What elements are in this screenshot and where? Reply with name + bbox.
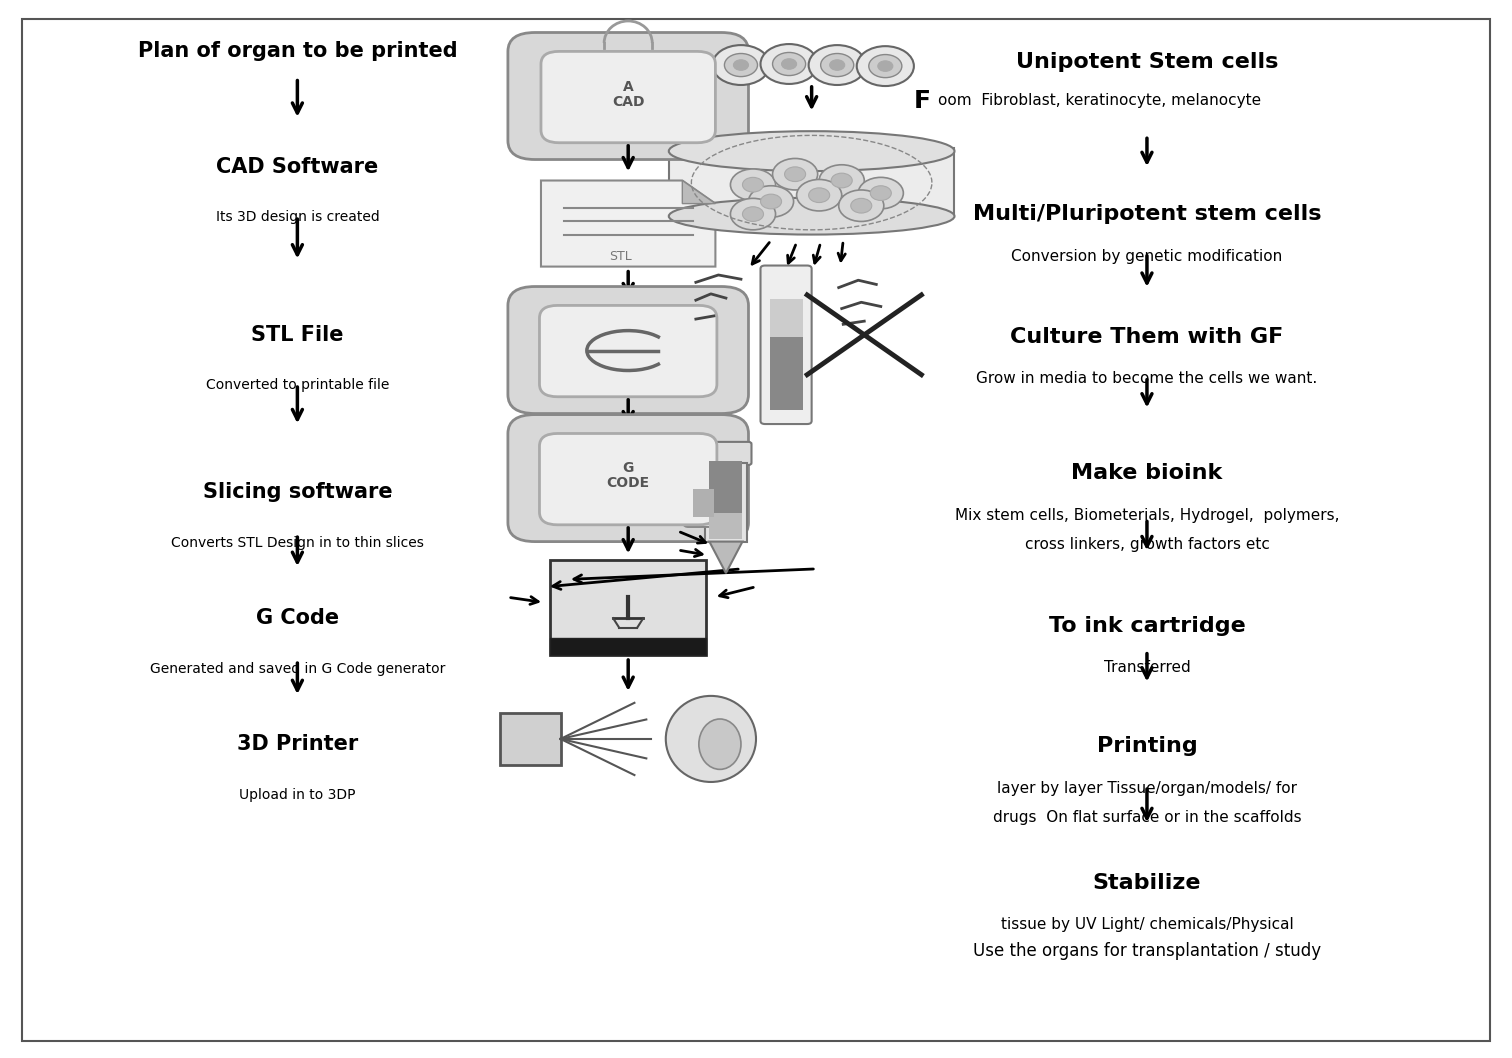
Text: Culture Them with GF: Culture Them with GF (1010, 327, 1284, 347)
Circle shape (821, 54, 854, 76)
FancyBboxPatch shape (709, 513, 742, 540)
Circle shape (878, 61, 892, 71)
Text: Use the organs for transplantation / study: Use the organs for transplantation / stu… (972, 942, 1321, 960)
Circle shape (820, 165, 865, 196)
Circle shape (730, 169, 776, 200)
Text: A
CAD: A CAD (612, 80, 644, 109)
Circle shape (809, 45, 866, 85)
Circle shape (851, 198, 872, 213)
FancyBboxPatch shape (540, 306, 717, 397)
Text: Slicing software: Slicing software (203, 482, 392, 503)
Circle shape (773, 159, 818, 190)
Circle shape (832, 174, 853, 188)
Circle shape (712, 45, 770, 85)
Circle shape (748, 186, 794, 217)
Text: Stabilize: Stabilize (1093, 873, 1201, 893)
FancyBboxPatch shape (709, 461, 742, 518)
FancyBboxPatch shape (705, 462, 747, 542)
Circle shape (773, 53, 806, 75)
Text: STL: STL (609, 250, 632, 262)
Circle shape (809, 188, 830, 202)
Text: Mix stem cells, Biometerials, Hydrogel,  polymers,: Mix stem cells, Biometerials, Hydrogel, … (954, 508, 1340, 523)
Circle shape (733, 60, 748, 70)
Circle shape (742, 206, 764, 221)
FancyBboxPatch shape (500, 713, 561, 765)
FancyBboxPatch shape (770, 327, 803, 411)
Text: Grow in media to become the cells we want.: Grow in media to become the cells we wan… (977, 371, 1317, 386)
Text: Plan of organ to be printed: Plan of organ to be printed (138, 41, 457, 61)
Circle shape (857, 47, 913, 86)
Circle shape (797, 180, 842, 211)
Circle shape (869, 55, 901, 77)
Text: Transferred: Transferred (1104, 660, 1190, 675)
Circle shape (730, 198, 776, 230)
Circle shape (782, 59, 797, 69)
Text: Converts STL Design in to thin slices: Converts STL Design in to thin slices (171, 535, 423, 550)
Circle shape (830, 60, 845, 70)
Text: To ink cartridge: To ink cartridge (1049, 616, 1246, 636)
Text: F: F (913, 89, 931, 113)
Text: Make bioink: Make bioink (1072, 463, 1223, 484)
Circle shape (839, 190, 885, 221)
Text: G
CODE: G CODE (606, 461, 650, 490)
Circle shape (859, 178, 903, 208)
FancyBboxPatch shape (508, 33, 748, 160)
FancyBboxPatch shape (761, 266, 812, 424)
Ellipse shape (699, 719, 741, 769)
Polygon shape (682, 181, 715, 203)
FancyBboxPatch shape (700, 442, 751, 464)
FancyBboxPatch shape (692, 489, 714, 517)
Text: tissue by UV Light/ chemicals/Physical: tissue by UV Light/ chemicals/Physical (1001, 917, 1293, 932)
Text: Conversion by genetic modification: Conversion by genetic modification (1012, 249, 1282, 263)
FancyBboxPatch shape (508, 415, 748, 542)
Text: 3D Printer: 3D Printer (237, 734, 358, 754)
FancyBboxPatch shape (508, 287, 748, 414)
Circle shape (742, 178, 764, 193)
Text: Generated and saved in G Code generator: Generated and saved in G Code generator (150, 661, 445, 676)
FancyBboxPatch shape (683, 462, 723, 527)
Circle shape (785, 167, 806, 182)
FancyBboxPatch shape (541, 52, 715, 143)
Text: drugs  On flat surface or in the scaffolds: drugs On flat surface or in the scaffold… (993, 810, 1302, 825)
Text: Its 3D design is created: Its 3D design is created (216, 211, 380, 224)
Text: G Code: G Code (256, 608, 339, 628)
Text: Upload in to 3DP: Upload in to 3DP (239, 787, 355, 802)
FancyBboxPatch shape (550, 561, 706, 655)
FancyBboxPatch shape (770, 299, 803, 338)
FancyBboxPatch shape (540, 434, 717, 525)
Ellipse shape (665, 696, 756, 782)
Circle shape (871, 186, 892, 200)
Text: Multi/Pluripotent stem cells: Multi/Pluripotent stem cells (972, 204, 1321, 224)
Text: Unipotent Stem cells: Unipotent Stem cells (1016, 52, 1278, 72)
Polygon shape (709, 542, 742, 573)
Text: STL File: STL File (251, 325, 343, 345)
Text: Converted to printable file: Converted to printable file (206, 378, 389, 393)
Text: Printing: Printing (1096, 736, 1198, 756)
Text: oom  Fibroblast, keratinocyte, melanocyte: oom Fibroblast, keratinocyte, melanocyte (937, 93, 1261, 108)
Circle shape (724, 54, 758, 76)
FancyBboxPatch shape (668, 148, 954, 216)
FancyBboxPatch shape (550, 638, 706, 655)
Ellipse shape (668, 131, 954, 171)
Text: cross linkers, growth factors etc: cross linkers, growth factors etc (1025, 537, 1270, 552)
Circle shape (761, 44, 818, 84)
Polygon shape (541, 181, 715, 267)
Circle shape (761, 195, 782, 208)
Text: layer by layer Tissue/organ/models/ for: layer by layer Tissue/organ/models/ for (996, 781, 1297, 796)
Text: CAD Software: CAD Software (216, 157, 378, 177)
Ellipse shape (668, 198, 954, 235)
